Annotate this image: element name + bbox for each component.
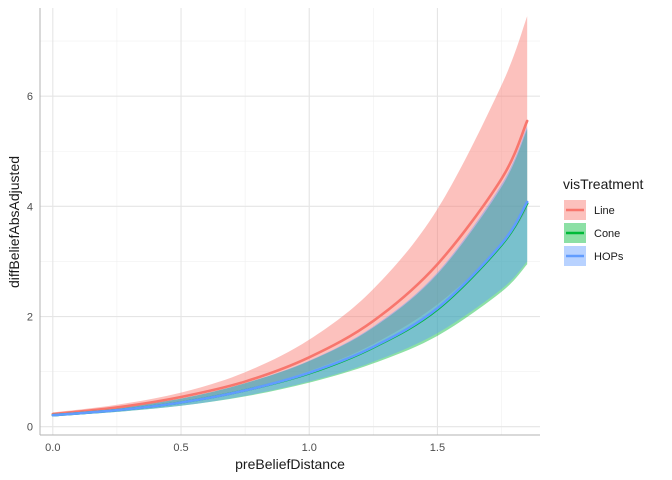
minor-gridlines <box>40 8 540 435</box>
x-tick-label: 0.5 <box>173 442 188 454</box>
axes <box>39 8 540 436</box>
series-lines <box>51 119 529 417</box>
x-axis-title: preBeliefDistance <box>235 456 345 472</box>
legend-label-cone: Cone <box>594 228 620 240</box>
line-line <box>51 119 529 416</box>
line-ribbon <box>52 16 528 416</box>
confidence-ribbons <box>52 16 528 417</box>
y-tick-labels: 0 2 4 6 <box>27 91 33 434</box>
hops-line <box>51 200 529 417</box>
major-gridlines <box>40 8 540 435</box>
legend: visTreatment Line Cone HOPs <box>563 176 644 266</box>
cone-ribbon <box>52 129 528 417</box>
x-tick-label: 0.0 <box>45 442 60 454</box>
y-tick-label: 6 <box>27 91 33 103</box>
legend-label-line: Line <box>594 205 615 217</box>
hops-ribbon <box>52 126 528 417</box>
y-axis-title: diffBeliefAbsAdjusted <box>6 156 22 288</box>
x-tick-labels: 0.0 0.5 1.0 1.5 <box>45 442 445 454</box>
legend-title: visTreatment <box>563 176 644 192</box>
y-tick-label: 0 <box>27 422 33 434</box>
legend-label-hops: HOPs <box>594 251 624 263</box>
x-tick-label: 1.5 <box>430 442 445 454</box>
x-tick-label: 1.0 <box>302 442 317 454</box>
y-tick-label: 2 <box>27 312 33 324</box>
y-tick-label: 4 <box>27 201 33 213</box>
